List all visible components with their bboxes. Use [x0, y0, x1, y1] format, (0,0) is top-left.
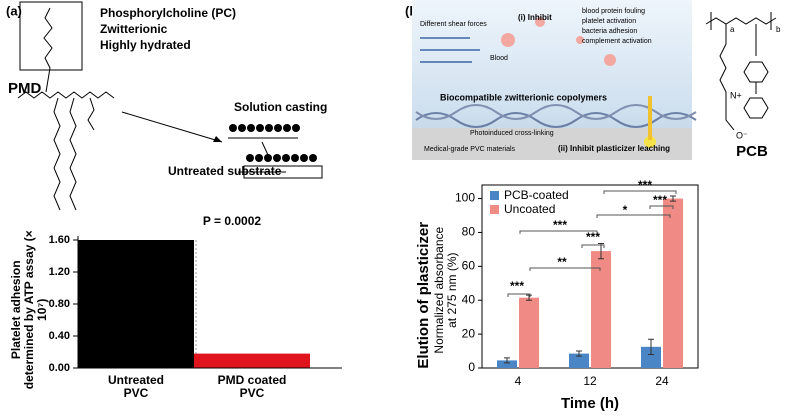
structure-label: O⁻ [736, 130, 748, 140]
x-tick-label: Untreated PVC [107, 373, 164, 401]
legend-swatch [490, 191, 499, 200]
significance-label: *** [638, 178, 652, 192]
panel-label: (a) [6, 3, 22, 18]
structure-note: Phosphorylcholine (PC) [100, 6, 236, 20]
significance-bracket [649, 205, 674, 209]
bar [569, 353, 589, 368]
y-axis-label: Platelet adhesion determined by ATP assa… [9, 230, 50, 390]
error-bar [526, 294, 532, 301]
significance-bracket [603, 190, 677, 194]
y-tick-label: 80 [462, 225, 476, 239]
flow-arrows [420, 37, 480, 63]
legend-label: Uncoated [504, 202, 555, 216]
pcb-structure [705, 12, 777, 131]
y-tick-label: 0.40 [49, 330, 70, 342]
y-tick-label: 1.20 [49, 266, 70, 278]
error-bar [504, 357, 510, 364]
schematic-text: Photoinduced cross-linking [470, 130, 554, 137]
legend-swatch [490, 205, 499, 214]
significance-label: *** [553, 218, 567, 232]
schematic-text: blood protein fouling [582, 8, 645, 15]
error-bar [576, 350, 582, 357]
y-tick-label: 100 [455, 191, 475, 205]
significance-bracket [507, 293, 531, 297]
schematic-text: platelet activation [582, 18, 636, 25]
side-chain [87, 97, 95, 131]
schematic-text: Biocompatible zwitterionic copolymers [440, 92, 607, 102]
bar [641, 346, 661, 368]
y-tick-label: 60 [462, 259, 476, 273]
arrow [261, 141, 269, 156]
bar [497, 360, 517, 368]
structure-note: Highly hydrated [100, 38, 191, 52]
copolymer [415, 112, 697, 128]
significance-label: *** [510, 279, 524, 293]
significance-label: ** [557, 255, 567, 269]
pc-box [19, 1, 83, 71]
bar [591, 251, 611, 368]
annotation: P = 0.0002 [203, 214, 261, 228]
bar [519, 297, 539, 368]
bar [78, 240, 194, 368]
y-tick-label: 20 [462, 326, 476, 340]
significance-label: *** [586, 230, 600, 244]
structure-label: a [730, 25, 735, 34]
y-tick-label: 0 [468, 360, 475, 374]
error-bar [648, 338, 654, 355]
significance-label: * [623, 203, 628, 217]
arrowhead [213, 136, 222, 142]
structure-label: b [776, 25, 781, 34]
significance-bracket [596, 214, 671, 218]
plasticizer [644, 136, 656, 148]
polymer-name: PMD [8, 80, 42, 97]
schematic-text: complement activation [582, 38, 652, 45]
y-axis-label: Normalized absorbance at 275 nm (%) [431, 226, 459, 354]
side-chain [53, 97, 61, 211]
coated-film [228, 124, 300, 139]
schematic-text: Different shear forces [420, 21, 487, 28]
process-step: Untreated substrate [168, 164, 282, 178]
backbone [17, 91, 115, 99]
y-tick-label: 40 [462, 292, 476, 306]
structure-label: N+ [730, 90, 742, 100]
y-tick-label: 1.60 [49, 234, 70, 246]
x-tick-label: PMD coated PVC [217, 373, 287, 401]
x-tick-label: 12 [583, 374, 597, 388]
process-step: Solution casting [234, 100, 327, 114]
legend-label: PCB-coated [504, 188, 569, 202]
x-tick-label: 24 [655, 374, 669, 388]
schematic-text: Blood [490, 55, 508, 62]
copolymer [415, 104, 697, 120]
significance-bracket [581, 244, 605, 248]
error-bar [670, 195, 676, 202]
structure-note: Zwitterionic [100, 22, 168, 36]
plot-frame [481, 184, 699, 369]
x-tick-label: 4 [515, 374, 522, 388]
schematic-text: bacteria adhesion [582, 28, 637, 35]
pc-chain [43, 7, 53, 93]
y-tick-label: 0.80 [49, 298, 70, 310]
schematic-text: (i) Inhibit [518, 13, 552, 22]
blood-cells [501, 17, 616, 66]
bar [194, 353, 310, 368]
significance-bracket [529, 267, 601, 271]
y-axis-title: Elution of plasticizer [414, 221, 432, 369]
schematic-text: Medical-grade PVC materials [424, 146, 516, 153]
significance-label: *** [653, 193, 667, 207]
significance-bracket [519, 230, 598, 234]
side-chain [69, 97, 77, 211]
y-tick-label: 0.00 [49, 362, 70, 374]
arrow [121, 111, 223, 143]
x-axis-label: Time (h) [561, 395, 619, 412]
schematic-text: (ii) Inhibit plasticizer leaching [558, 144, 670, 153]
bar [663, 198, 683, 368]
coated-substrate [243, 154, 323, 179]
error-bar [598, 242, 604, 260]
structure-name: PCB [736, 143, 768, 160]
